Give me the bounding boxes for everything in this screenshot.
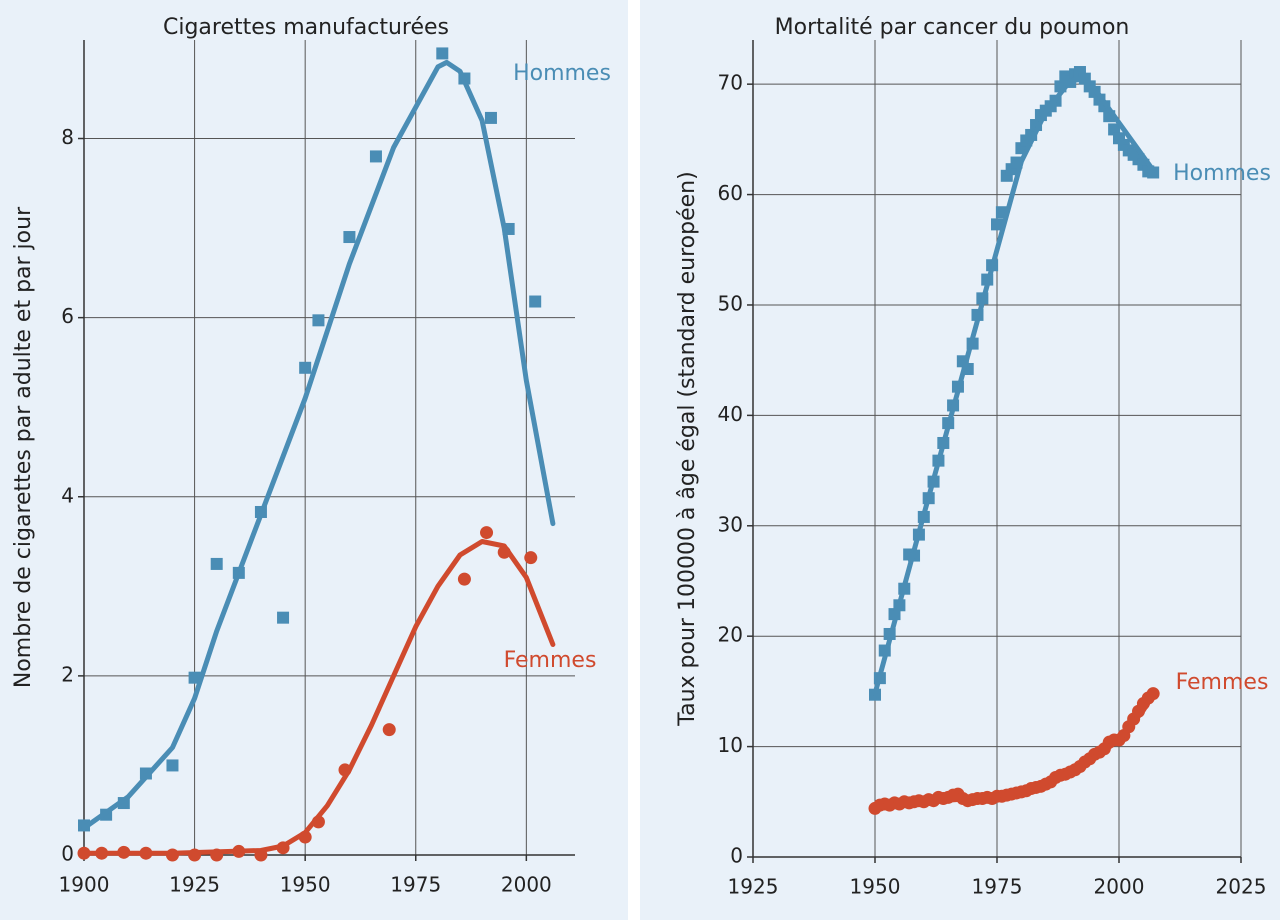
fit-curve: [872, 692, 1156, 810]
data-point: [369, 150, 382, 163]
fit-curve: [81, 539, 556, 856]
data-point: [436, 47, 449, 60]
y-axis-label: Taux pour 100000 à âge égal (standard eu…: [675, 171, 700, 726]
y-tick-label: 70: [718, 71, 743, 95]
data-point: [480, 526, 494, 540]
x-tick-label: 1900: [59, 873, 110, 897]
data-point: [166, 759, 179, 772]
data-point: [312, 314, 325, 327]
x-tick-label: 1925: [728, 875, 779, 899]
data-point: [524, 551, 538, 565]
series-label: Femmes: [504, 648, 597, 673]
data-point: [991, 218, 1003, 231]
series-label: Hommes: [513, 61, 611, 86]
y-tick-label: 30: [718, 512, 743, 536]
y-tick-label: 6: [61, 304, 74, 328]
y-tick-label: 20: [718, 623, 743, 647]
x-tick-label: 2000: [501, 873, 552, 897]
y-tick-label: 8: [61, 125, 74, 149]
data-point: [457, 572, 471, 586]
x-tick-label: 1950: [850, 875, 901, 899]
series-label: Femmes: [1176, 670, 1269, 695]
fit-curve: [872, 76, 1156, 697]
data-point: [343, 231, 356, 244]
data-point: [484, 111, 497, 124]
y-axis-label: Nombre de cigarettes par adulte et par j…: [11, 206, 36, 688]
panel-background: [0, 0, 628, 920]
x-tick-label: 2025: [1216, 875, 1267, 899]
y-tick-label: 40: [718, 402, 743, 426]
x-tick-label: 2000: [1094, 875, 1145, 899]
x-tick-label: 1950: [280, 873, 331, 897]
y-tick-label: 0: [61, 842, 74, 866]
chart-title: Cigarettes manufacturées: [163, 15, 449, 40]
series-label: Hommes: [1173, 161, 1271, 186]
x-tick-label: 1975: [972, 875, 1023, 899]
x-tick-label: 1925: [169, 873, 220, 897]
y-tick-label: 60: [718, 181, 743, 205]
y-tick-label: 4: [61, 483, 74, 507]
x-tick-label: 1975: [390, 873, 441, 897]
y-tick-label: 0: [730, 844, 743, 868]
fit-curve: [81, 59, 556, 831]
y-tick-label: 10: [718, 733, 743, 757]
data-point: [277, 611, 290, 624]
y-tick-label: 50: [718, 291, 743, 315]
data-point: [210, 557, 223, 570]
data-point: [188, 671, 201, 684]
y-tick-label: 2: [61, 662, 74, 686]
data-point: [382, 723, 396, 737]
data-point: [299, 361, 312, 374]
data-point: [529, 295, 542, 308]
chart-title: Mortalité par cancer du poumon: [775, 15, 1130, 40]
panel-background: [640, 0, 1280, 920]
